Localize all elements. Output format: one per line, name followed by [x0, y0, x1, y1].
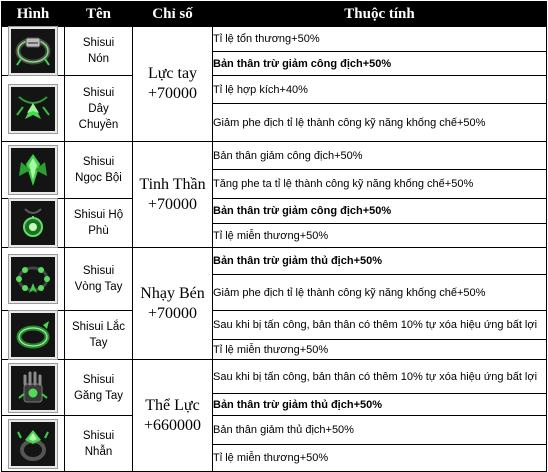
table-row: Shisui Găng Tay Thể Lực +660000 Sau khi bị t…: [1, 359, 547, 472]
item-name: Shisui Nhẫn: [64, 415, 133, 472]
item-name: Shisui Hộ Phù: [64, 198, 133, 248]
stat-value: +70000: [147, 85, 198, 102]
item-name-line: Shisui: [82, 265, 115, 277]
stat-cell: Lực tay +70000: [132, 26, 213, 142]
stat-name: Thể Lực: [145, 396, 200, 414]
item-name-line: Shisui: [82, 37, 115, 49]
item-name-line: Phù: [88, 225, 109, 237]
stat-name: Lực tay: [147, 65, 198, 82]
item-name: Shisui Dây Chuyền: [64, 75, 133, 142]
attribute-text: Tỉ lệ tổn thương+50%: [212, 25, 547, 53]
attribute-text: Tăng phe ta tỉ lệ thành công kỹ năng khố…: [212, 169, 547, 199]
item-name-line: Nón: [87, 53, 110, 65]
item-name-line: Shisui Hộ: [73, 209, 124, 221]
item-name-line: Nhẫn: [84, 445, 113, 458]
item-name-line: Vòng Tay: [74, 281, 123, 293]
header-row: Hình Tên Chỉ số Thuộc tính: [1, 1, 547, 27]
table-row: Shisui Nón Lực tay +70000 Tỉ lệ tổn thương+5…: [1, 25, 547, 142]
item-name-line: Chuyền: [78, 118, 119, 131]
item-name: Shisui Lắc Tay: [64, 310, 133, 360]
green-ring-icon: [8, 418, 58, 469]
item-name-line: Shisui: [82, 156, 115, 168]
attribute-text: Bản thân trừ giảm thủ địch+50%: [212, 393, 547, 416]
item-name-line: Dây: [88, 102, 109, 115]
item-image-cell: [1, 359, 65, 416]
green-bead-bracelet-icon: [8, 254, 58, 304]
item-image-cell: [1, 310, 65, 360]
green-gauntlet-icon: [8, 362, 58, 413]
stat-value: +70000: [147, 195, 198, 213]
item-image-cell: [1, 141, 65, 199]
stat-value: +70000: [147, 304, 198, 322]
item-name-line: Shisui: [82, 429, 115, 442]
table-row: Shisui Vòng Tay Nhạy Bén +70000 Bản thân trừ…: [1, 247, 547, 360]
item-name-line: Ngọc Bội: [75, 172, 122, 184]
item-name: Shisui Vòng Tay: [64, 247, 133, 311]
stat-cell: Nhạy Bén +70000: [132, 247, 213, 360]
item-image-cell: [1, 75, 65, 142]
item-image-cell: [1, 247, 65, 311]
item-name-line: Găng Tay: [73, 389, 123, 402]
table-body: Shisui Nón Lực tay +70000 Tỉ lệ tổn thương+5…: [1, 25, 547, 472]
table-row: Giảm phe địch tỉ lệ thành công kỹ năng k…: [2, 274, 547, 311]
green-jade-pendant-icon: [8, 145, 58, 195]
item-name-line: Shisui: [82, 86, 115, 99]
item-name: Shisui Ngọc Bội: [64, 141, 133, 199]
stat-cell: Tinh Thần +70000: [132, 141, 213, 248]
header-name: Tên: [64, 1, 133, 27]
attribute-text: Tỉ lệ hợp kích+40%: [212, 75, 547, 104]
item-image-cell: [1, 26, 65, 76]
table-row: Tỉ lệ miễn thương+50%: [2, 223, 547, 248]
header-image: Hình: [1, 1, 65, 27]
green-bangle-icon: [8, 310, 58, 360]
table-row: Shisui Lắc Tay Sau khi bị tấn công, bản th…: [1, 310, 547, 360]
header-stat: Chỉ số: [132, 1, 213, 27]
item-name: Shisui Găng Tay: [64, 359, 133, 416]
attribute-text: Bản thân giảm công địch+50%: [212, 141, 547, 170]
stat-name: Nhạy Bén: [140, 284, 205, 302]
stat-cell: Thể Lực +660000: [132, 359, 213, 472]
item-name-line: Tay: [89, 337, 108, 349]
attribute-text: Sau khi bị tấn công, bản thân có thêm 10…: [212, 310, 547, 340]
attribute-text: Tỉ lệ miễn thương+50%: [212, 339, 547, 360]
green-leaf-necklace-icon: [8, 83, 58, 134]
table-row: Shisui Hộ Phù Bản thân trừ giảm công địch+…: [1, 197, 547, 248]
item-name: Shisui Nón: [64, 26, 133, 76]
table-row: Shisui Ngọc Bội Tinh Thần +70000 Bản thân gi…: [1, 141, 547, 248]
attribute-text: Bản thân trừ giảm công địch+50%: [212, 197, 547, 225]
item-image-cell: [1, 415, 65, 472]
attribute-text: Tỉ lệ miễn thương+50%: [212, 444, 547, 472]
attribute-text: Tỉ lệ miễn thương+50%: [212, 223, 547, 248]
attribute-text: Sau khi bị tấn công, bản thân có thêm 10…: [212, 359, 547, 394]
item-name-line: Shisui Lắc: [71, 321, 126, 333]
table-row: Shisui Dây Chuyền Tỉ lệ hợp kích+40%: [1, 75, 547, 142]
table-row: Shisui Nhẫn Bản thân giảm thủ địch+50%: [1, 415, 547, 472]
item-name-line: Shisui: [82, 373, 115, 386]
green-headband-icon: [8, 26, 58, 76]
stat-name: Tinh Thần: [139, 175, 206, 193]
header-attributes: Thuộc tính: [212, 1, 547, 27]
table-row: Tăng phe ta tỉ lệ thành công kỹ năng khố…: [2, 169, 547, 199]
stat-value: +660000: [143, 416, 202, 434]
attribute-text: Bản thân trừ giảm thủ địch+50%: [212, 247, 547, 275]
table-row: Bản thân trừ giảm thủ địch+50%: [2, 393, 547, 416]
green-amulet-icon: [8, 198, 58, 248]
item-image-cell: [1, 198, 65, 248]
attribute-text: Bản thân giảm thủ địch+50%: [212, 415, 547, 445]
attribute-text: Giảm phe địch tỉ lệ thành công kỹ năng k…: [212, 103, 547, 142]
attribute-text: Giảm phe địch tỉ lệ thành công kỹ năng k…: [212, 274, 547, 311]
attribute-text: Bản thân trừ giảm công địch+50%: [212, 51, 547, 76]
